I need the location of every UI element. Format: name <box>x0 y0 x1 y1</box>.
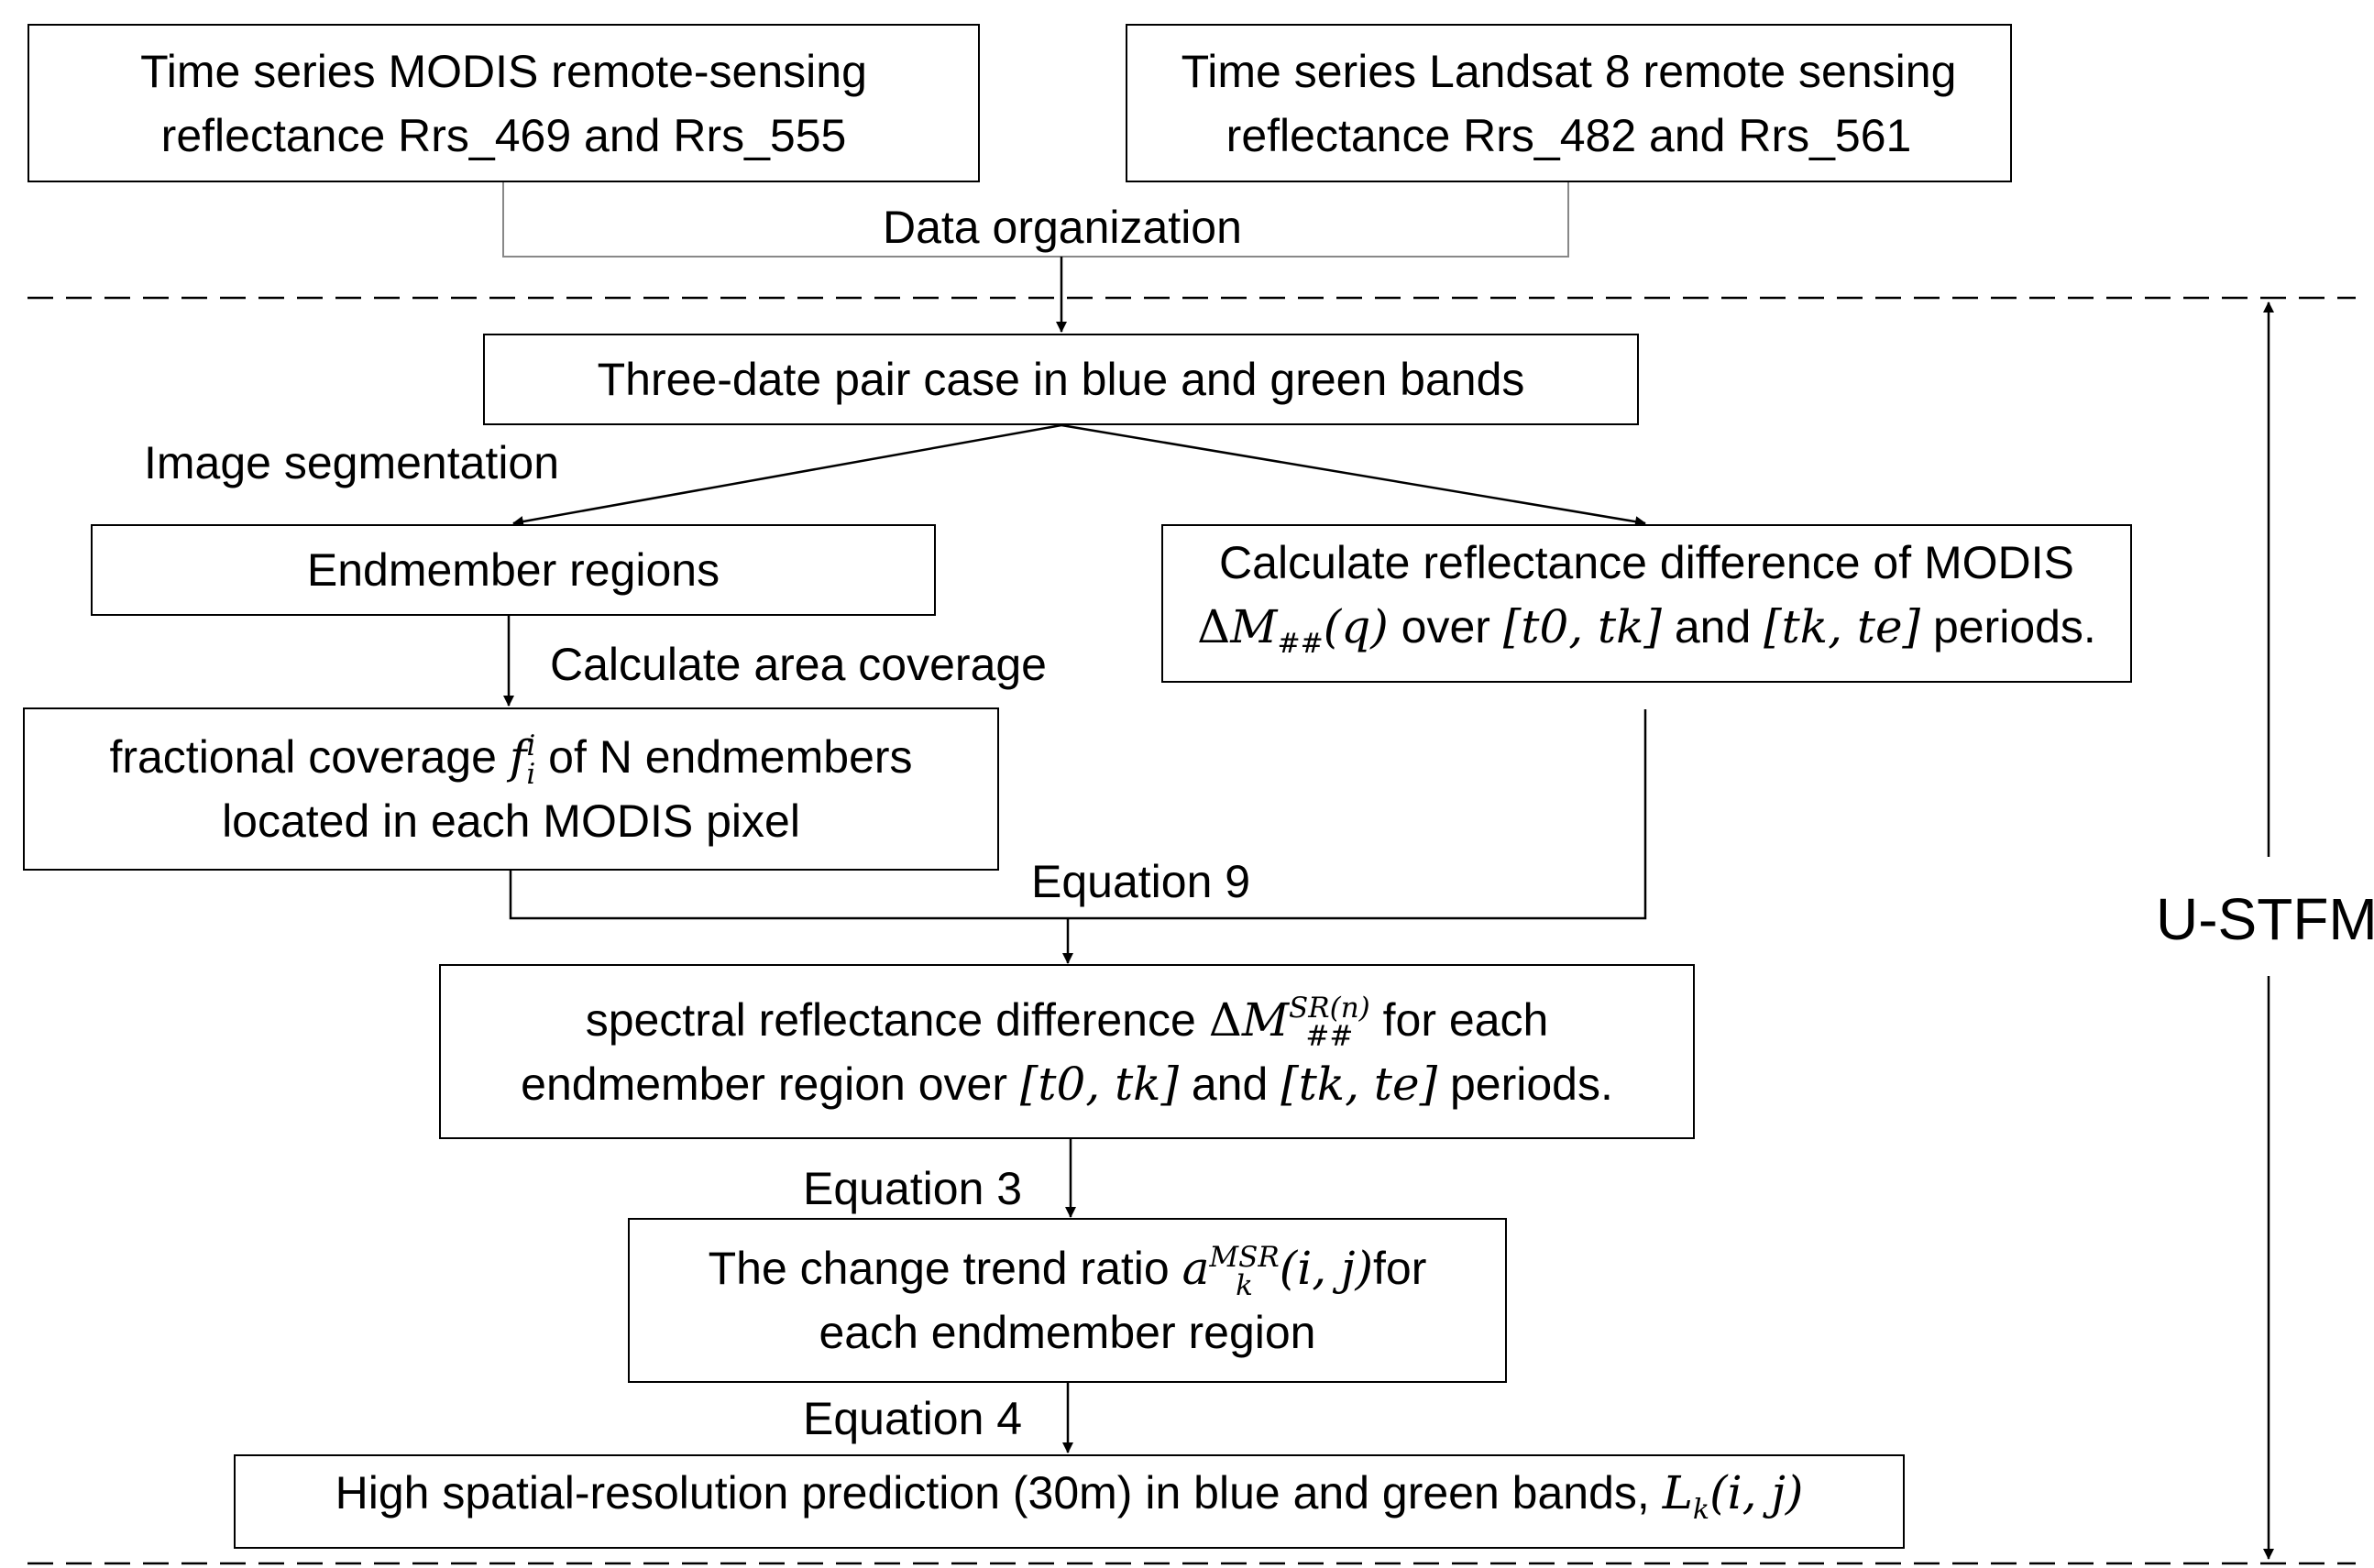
image-segmentation-label: Image segmentation <box>144 437 560 488</box>
text-post: for each <box>1369 993 1549 1046</box>
modis-input-line1: Time series MODIS remote-sensing <box>140 45 867 97</box>
arrow-to-endmember-regions <box>512 423 1062 527</box>
data-organization-label: Data organization <box>883 202 1242 253</box>
math-argument: (i, j) <box>1709 1466 1804 1519</box>
endmember-regions-text: Endmember regions <box>306 544 720 596</box>
ustfm-label: U-STFM <box>2156 882 2374 957</box>
math-superscript: MSR <box>1209 1240 1280 1274</box>
endmember-regions-box: Endmember regions <box>91 524 936 616</box>
text-and: and <box>1178 1058 1281 1110</box>
math-subscript: ## <box>1277 628 1324 660</box>
three-date-pair-text: Three-date pair case in blue and green b… <box>597 354 1525 405</box>
equation9-merge-line <box>509 709 1647 920</box>
equation-9-label: Equation 9 <box>1031 856 1251 907</box>
change-trend-line2: each endmember region <box>819 1307 1316 1358</box>
text-pre: fractional coverage <box>109 731 510 783</box>
equation-3-label: Equation 3 <box>803 1163 1023 1214</box>
text-post: of N endmembers <box>535 731 913 783</box>
math-scripts: MSR k <box>1209 1240 1280 1302</box>
math-argument: (i, j) <box>1279 1242 1374 1295</box>
math-superscript: i <box>526 729 536 762</box>
modis-input-box: Time series MODIS remote-sensing reflect… <box>27 24 980 182</box>
math-scripts: SR(n) ## <box>1289 994 1370 1051</box>
math-M: M <box>1241 992 1290 1047</box>
calculate-area-coverage-label: Calculate area coverage <box>550 639 1047 690</box>
spectral-difference-line2: endmember region over [t0, tk] and [tk, … <box>521 1052 1613 1116</box>
text-over: over <box>1388 601 1503 652</box>
spectral-difference-box: spectral reflectance difference ΔM SR(n) #… <box>439 964 1695 1139</box>
text-pre: spectral reflectance difference <box>585 993 1209 1046</box>
text-post: for <box>1373 1243 1427 1294</box>
math-a: a <box>1182 1242 1210 1295</box>
fractional-coverage-line2: located in each MODIS pixel <box>222 795 800 847</box>
change-trend-box: The change trend ratio a MSR k (i, j)for ea… <box>628 1218 1507 1383</box>
arrow-to-modis-difference <box>1061 423 1646 528</box>
text-periods: periods. <box>1437 1058 1613 1110</box>
data-organization-bracket <box>502 182 1569 258</box>
math-argument: (q) <box>1323 600 1389 653</box>
text-pre: The change trend ratio <box>708 1243 1182 1294</box>
math-subscript: k <box>1236 1268 1253 1302</box>
modis-difference-box: Calculate reflectance difference of MODI… <box>1161 524 2132 683</box>
math-L: L <box>1662 1466 1693 1519</box>
interval-2: [tk, te] <box>1764 600 1921 653</box>
interval-1: [t0, tk] <box>1502 600 1662 653</box>
text-pre: High spatial-resolution prediction (30m)… <box>335 1467 1663 1519</box>
text-periods: periods. <box>1920 601 2096 652</box>
text-and: and <box>1661 601 1764 652</box>
delta-symbol: Δ <box>1208 992 1242 1047</box>
spectral-difference-line1: spectral reflectance difference ΔM SR(n) #… <box>521 988 1613 1052</box>
modis-difference-line2: ΔM##(q) over [t0, tk] and [tk, te] perio… <box>1197 595 2096 676</box>
interval-1: [t0, tk] <box>1019 1057 1179 1111</box>
three-date-pair-box: Three-date pair case in blue and green b… <box>483 334 1639 425</box>
text-line2-pre: endmember region over <box>521 1058 1020 1110</box>
delta-symbol: Δ <box>1197 600 1231 653</box>
math-subscript: k <box>1692 1494 1710 1526</box>
landsat-input-box: Time series Landsat 8 remote sensing ref… <box>1126 24 2012 182</box>
change-trend-line1: The change trend ratio a MSR k (i, j)for <box>709 1236 1427 1300</box>
landsat-input-line2: reflectance Rrs_482 and Rrs_561 <box>1225 109 1912 161</box>
math-subscript: i <box>526 757 536 791</box>
landsat-input-line1: Time series Landsat 8 remote sensing <box>1181 45 1957 97</box>
math-subscript: ## <box>1305 1020 1354 1054</box>
interval-2: [tk, te] <box>1280 1057 1438 1111</box>
math-M: M <box>1230 600 1278 653</box>
equation-4-label: Equation 4 <box>803 1393 1023 1444</box>
math-superscript: SR(n) <box>1289 992 1370 1025</box>
prediction-box: High spatial-resolution prediction (30m)… <box>234 1454 1905 1549</box>
prediction-text: High spatial-resolution prediction (30m)… <box>335 1461 1804 1542</box>
math-f: f <box>509 730 527 784</box>
modis-input-line2: reflectance Rrs_469 and Rrs_555 <box>160 109 847 161</box>
modis-difference-line1: Calculate reflectance difference of MODI… <box>1219 537 2074 588</box>
